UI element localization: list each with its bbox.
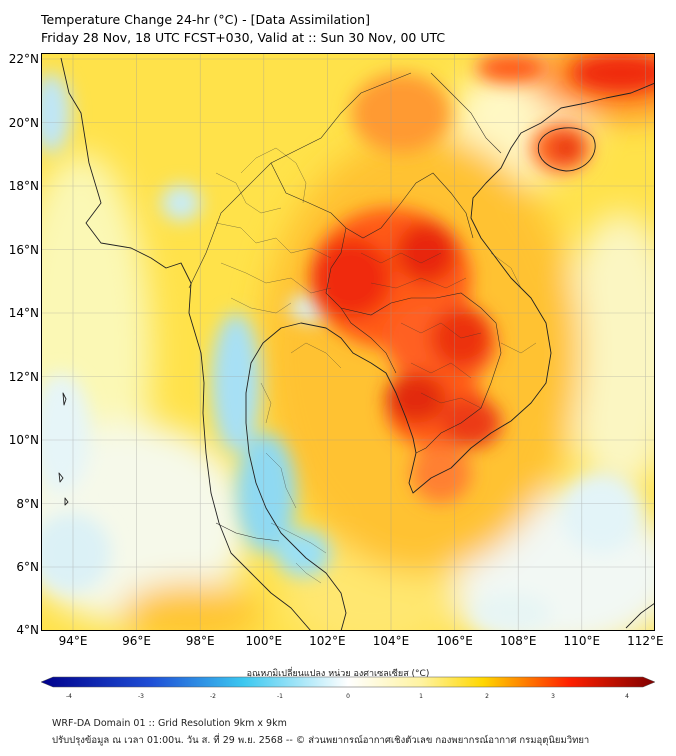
cb-tick-m4: -4 — [66, 693, 72, 700]
map-panel — [41, 53, 655, 631]
lat-label-20n: 20°N — [8, 115, 39, 130]
lat-label-18n: 18°N — [8, 179, 39, 193]
field-layer-cool — [41, 73, 641, 631]
cb-tick-m1: -1 — [277, 693, 283, 700]
province-borders — [215, 147, 537, 584]
lon-label-108e: 108°E — [499, 634, 537, 648]
coastlines — [58, 57, 655, 631]
cb-tick-1: 1 — [419, 693, 423, 700]
lat-label-14n: 14°N — [8, 306, 39, 320]
colorbar-title: อุณหภูมิเปลี่ยนแปลง หน่วย องศาเซลเซียส (… — [246, 669, 430, 679]
lon-label-104e: 104°E — [372, 634, 410, 648]
colorbar: -4 -3 -2 -1 0 1 2 3 4 — [41, 676, 655, 700]
lat-label-8n: 8°N — [16, 496, 39, 511]
lat-label-10n: 10°N — [8, 433, 39, 447]
lon-label-94e: 94°E — [58, 634, 88, 648]
lat-label-6n: 6°N — [16, 560, 39, 574]
footer-credit: ปรับปรุงข้อมูล ณ เวลา 01:00น. วัน ส. ที่… — [52, 735, 590, 746]
cb-tick-4: 4 — [625, 693, 629, 700]
cb-tick-3: 3 — [551, 693, 555, 700]
gridlines — [41, 53, 655, 631]
cb-tick-m2: -2 — [210, 693, 216, 700]
country-borders — [188, 72, 502, 542]
lon-label-96e: 96°E — [122, 634, 152, 648]
lat-label-22n: 22°N — [8, 52, 39, 66]
lon-label-106e: 106°E — [436, 634, 473, 648]
lat-label-16n: 16°N — [8, 242, 39, 257]
lat-label-4n: 4°N — [16, 623, 39, 637]
cb-tick-m3: -3 — [138, 693, 144, 700]
map-subtitle: Friday 28 Nov, 18 UTC FCST+030, Valid at… — [41, 30, 446, 45]
colorbar-gradient — [41, 676, 655, 688]
cb-tick-0: 0 — [346, 693, 350, 700]
lat-label-12n: 12°N — [8, 369, 39, 384]
footer-model-info: WRF-DA Domain 01 :: Grid Resolution 9km … — [52, 718, 287, 729]
map-title: Temperature Change 24-hr (°C) - [Data As… — [41, 12, 370, 27]
cb-tick-2: 2 — [485, 693, 489, 700]
colorbar-ticks: -4 -3 -2 -1 0 1 2 3 4 — [66, 693, 629, 700]
lon-label-110e: 110°E — [563, 634, 601, 648]
lon-label-100e: 100°E — [245, 634, 283, 648]
lon-label-98e: 98°E — [185, 634, 215, 648]
lon-label-112e: 112°E — [627, 634, 664, 648]
lon-label-102e: 102°E — [309, 634, 346, 648]
